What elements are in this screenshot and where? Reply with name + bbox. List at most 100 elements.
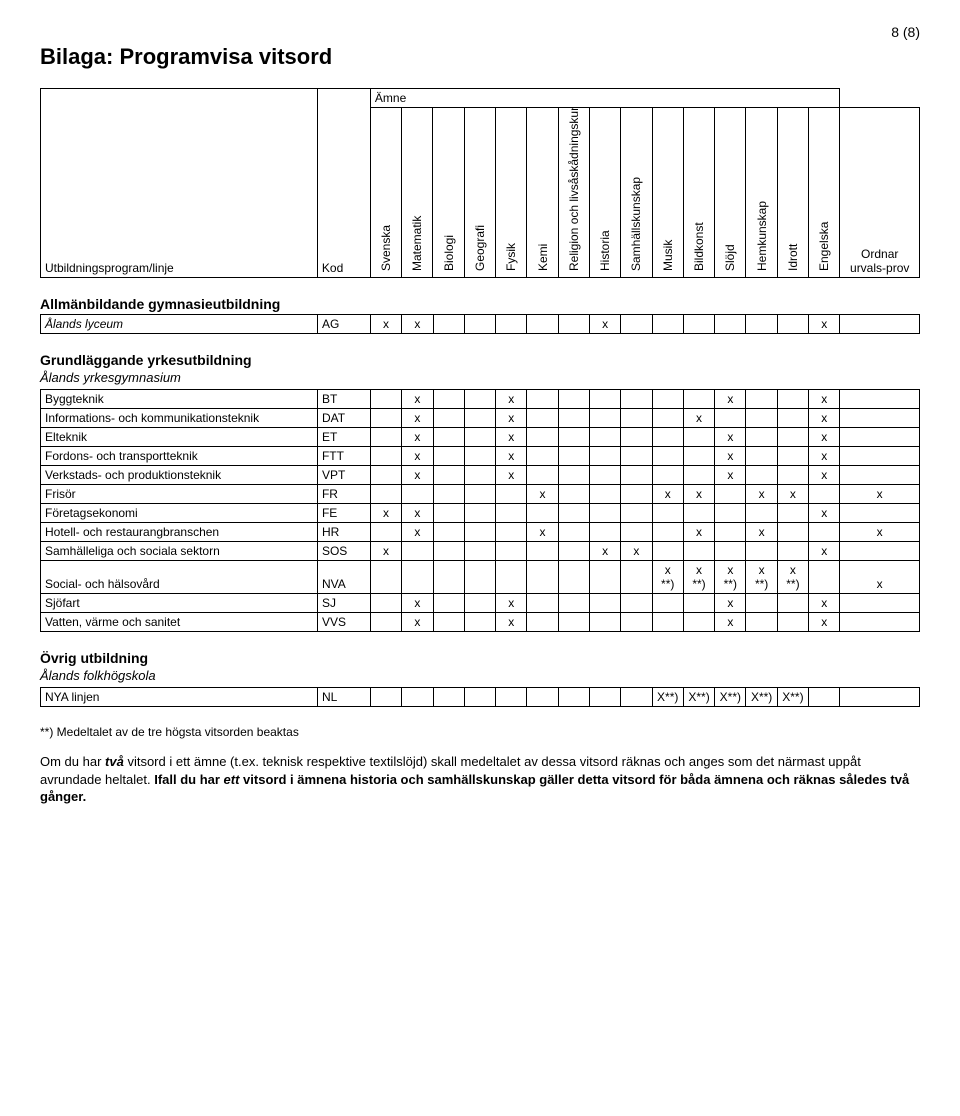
subject-header: Idrott bbox=[777, 108, 808, 278]
mark-cell bbox=[589, 523, 620, 542]
mark-cell bbox=[558, 409, 589, 428]
mark-cell bbox=[589, 409, 620, 428]
ordnar-cell bbox=[840, 447, 920, 466]
mark-cell bbox=[777, 613, 808, 632]
mark-cell bbox=[370, 409, 401, 428]
mark-cell bbox=[558, 315, 589, 334]
mark-cell bbox=[652, 594, 683, 613]
mark-cell: x bbox=[746, 485, 777, 504]
mark-cell bbox=[777, 504, 808, 523]
mark-cell bbox=[589, 688, 620, 707]
mark-cell bbox=[715, 315, 746, 334]
body-paragraph: Om du har två vitsord i ett ämne (t.ex. … bbox=[40, 753, 920, 806]
mark-cell bbox=[558, 523, 589, 542]
mark-cell bbox=[370, 523, 401, 542]
mark-cell bbox=[621, 409, 652, 428]
mark-cell: x bbox=[402, 390, 433, 409]
mark-cell bbox=[402, 561, 433, 594]
mark-cell: x bbox=[715, 390, 746, 409]
mark-cell bbox=[589, 485, 620, 504]
mark-cell: x bbox=[809, 315, 840, 334]
table-row: FrisörFRxxxxxx bbox=[41, 485, 920, 504]
mark-cell: x bbox=[527, 485, 558, 504]
table-row: Vatten, värme och sanitetVVSxxxx bbox=[41, 613, 920, 632]
mark-cell bbox=[746, 409, 777, 428]
mark-cell: x bbox=[402, 594, 433, 613]
program-name: Verkstads- och produktionsteknik bbox=[41, 466, 318, 485]
mark-cell: x bbox=[589, 315, 620, 334]
program-kod: BT bbox=[317, 390, 370, 409]
table-row: ElteknikETxxxx bbox=[41, 428, 920, 447]
mark-cell bbox=[746, 466, 777, 485]
mark-cell bbox=[527, 561, 558, 594]
mark-cell: x bbox=[496, 447, 527, 466]
ordnar-cell: x bbox=[840, 561, 920, 594]
para-emph: ett bbox=[224, 772, 240, 787]
mark-cell bbox=[558, 594, 589, 613]
table-row: Hotell- och restaurangbranschenHRxxxxx bbox=[41, 523, 920, 542]
mark-cell bbox=[464, 504, 495, 523]
mark-cell bbox=[433, 447, 464, 466]
mark-cell: x bbox=[402, 523, 433, 542]
table-row: Informations- och kommunikationsteknikDA… bbox=[41, 409, 920, 428]
mark-cell: x bbox=[370, 542, 401, 561]
subject-header: Slöjd bbox=[715, 108, 746, 278]
mark-cell bbox=[370, 466, 401, 485]
grades-rows: ByggteknikBTxxxxInformations- och kommun… bbox=[40, 389, 920, 632]
mark-cell bbox=[621, 428, 652, 447]
mark-cell bbox=[433, 523, 464, 542]
mark-cell bbox=[464, 613, 495, 632]
page-number: 8 (8) bbox=[40, 24, 920, 40]
mark-cell bbox=[370, 613, 401, 632]
program-kod: ET bbox=[317, 428, 370, 447]
para-bold: Ifall du har bbox=[154, 772, 223, 787]
mark-cell bbox=[683, 390, 714, 409]
subject-header: Musik bbox=[652, 108, 683, 278]
subject-header: Biologi bbox=[433, 108, 464, 278]
section-subtitle: Ålands yrkesgymnasium bbox=[40, 370, 920, 385]
program-kod: AG bbox=[317, 315, 370, 334]
grades-table: ÄmneUtbildningsprogram/linjeKodSvenskaMa… bbox=[40, 88, 920, 278]
program-kod: SJ bbox=[317, 594, 370, 613]
ordnar-cell bbox=[840, 613, 920, 632]
mark-cell bbox=[370, 485, 401, 504]
mark-cell bbox=[652, 447, 683, 466]
mark-cell bbox=[433, 315, 464, 334]
mark-cell bbox=[621, 688, 652, 707]
program-header: Utbildningsprogram/linje bbox=[41, 108, 318, 278]
mark-cell bbox=[589, 613, 620, 632]
table-row: Ålands lyceumAGxxxx bbox=[41, 315, 920, 334]
mark-cell bbox=[621, 390, 652, 409]
mark-cell bbox=[464, 594, 495, 613]
mark-cell bbox=[652, 542, 683, 561]
mark-cell bbox=[652, 390, 683, 409]
mark-cell bbox=[746, 613, 777, 632]
program-kod: HR bbox=[317, 523, 370, 542]
mark-cell bbox=[777, 466, 808, 485]
mark-cell bbox=[496, 504, 527, 523]
mark-cell bbox=[683, 466, 714, 485]
mark-cell bbox=[527, 428, 558, 447]
mark-cell: x bbox=[496, 409, 527, 428]
mark-cell bbox=[433, 466, 464, 485]
mark-cell: X**) bbox=[746, 688, 777, 707]
mark-cell: x bbox=[402, 466, 433, 485]
mark-cell bbox=[370, 428, 401, 447]
mark-cell bbox=[683, 542, 714, 561]
mark-cell bbox=[652, 409, 683, 428]
mark-cell bbox=[589, 428, 620, 447]
mark-cell bbox=[715, 542, 746, 561]
mark-cell bbox=[433, 504, 464, 523]
subject-header: Religion och livsåskådningskunskap bbox=[558, 108, 589, 278]
mark-cell bbox=[527, 504, 558, 523]
table-row: ByggteknikBTxxxx bbox=[41, 390, 920, 409]
mark-cell: x bbox=[683, 485, 714, 504]
mark-cell bbox=[527, 688, 558, 707]
mark-cell bbox=[558, 504, 589, 523]
mark-cell bbox=[809, 561, 840, 594]
program-name: Hotell- och restaurangbranschen bbox=[41, 523, 318, 542]
mark-cell: x bbox=[715, 428, 746, 447]
subject-header: Matematik bbox=[402, 108, 433, 278]
mark-cell bbox=[621, 447, 652, 466]
ordnar-cell: x bbox=[840, 485, 920, 504]
